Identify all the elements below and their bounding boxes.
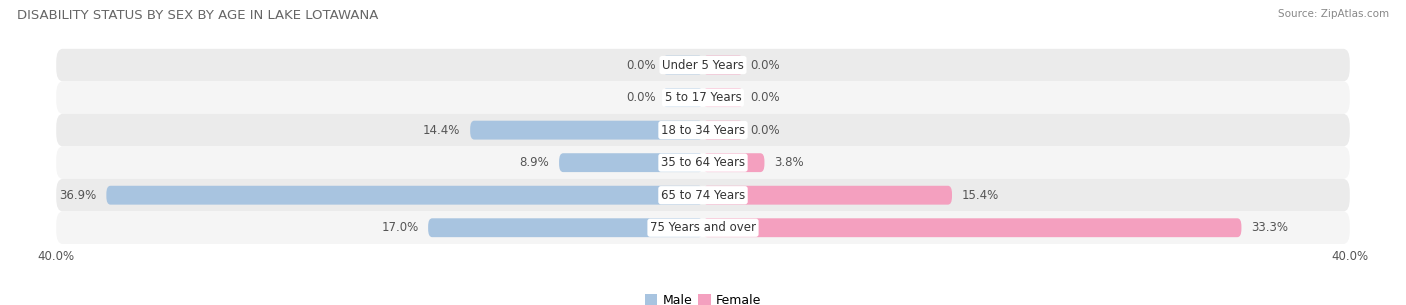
FancyBboxPatch shape bbox=[56, 211, 1350, 244]
FancyBboxPatch shape bbox=[703, 56, 744, 74]
Text: 36.9%: 36.9% bbox=[59, 189, 97, 202]
Text: Under 5 Years: Under 5 Years bbox=[662, 59, 744, 72]
Text: 0.0%: 0.0% bbox=[627, 91, 657, 104]
FancyBboxPatch shape bbox=[560, 153, 703, 172]
Text: 35 to 64 Years: 35 to 64 Years bbox=[661, 156, 745, 169]
Text: 17.0%: 17.0% bbox=[381, 221, 419, 234]
FancyBboxPatch shape bbox=[703, 186, 952, 205]
FancyBboxPatch shape bbox=[470, 121, 703, 140]
FancyBboxPatch shape bbox=[703, 153, 765, 172]
Text: 18 to 34 Years: 18 to 34 Years bbox=[661, 124, 745, 137]
Legend: Male, Female: Male, Female bbox=[640, 289, 766, 305]
Text: 15.4%: 15.4% bbox=[962, 189, 998, 202]
Text: DISABILITY STATUS BY SEX BY AGE IN LAKE LOTAWANA: DISABILITY STATUS BY SEX BY AGE IN LAKE … bbox=[17, 9, 378, 22]
Text: 3.8%: 3.8% bbox=[775, 156, 804, 169]
FancyBboxPatch shape bbox=[56, 179, 1350, 211]
FancyBboxPatch shape bbox=[56, 114, 1350, 146]
Text: 0.0%: 0.0% bbox=[749, 91, 779, 104]
Text: 0.0%: 0.0% bbox=[749, 59, 779, 72]
Text: Source: ZipAtlas.com: Source: ZipAtlas.com bbox=[1278, 9, 1389, 19]
Text: 33.3%: 33.3% bbox=[1251, 221, 1288, 234]
FancyBboxPatch shape bbox=[703, 218, 1241, 237]
Text: 14.4%: 14.4% bbox=[423, 124, 461, 137]
Text: 5 to 17 Years: 5 to 17 Years bbox=[665, 91, 741, 104]
FancyBboxPatch shape bbox=[662, 88, 703, 107]
FancyBboxPatch shape bbox=[662, 56, 703, 74]
FancyBboxPatch shape bbox=[107, 186, 703, 205]
Text: 65 to 74 Years: 65 to 74 Years bbox=[661, 189, 745, 202]
Text: 75 Years and over: 75 Years and over bbox=[650, 221, 756, 234]
FancyBboxPatch shape bbox=[56, 146, 1350, 179]
Text: 0.0%: 0.0% bbox=[627, 59, 657, 72]
FancyBboxPatch shape bbox=[429, 218, 703, 237]
FancyBboxPatch shape bbox=[56, 81, 1350, 114]
FancyBboxPatch shape bbox=[703, 88, 744, 107]
FancyBboxPatch shape bbox=[703, 121, 744, 140]
Text: 0.0%: 0.0% bbox=[749, 124, 779, 137]
Text: 8.9%: 8.9% bbox=[520, 156, 550, 169]
FancyBboxPatch shape bbox=[56, 49, 1350, 81]
